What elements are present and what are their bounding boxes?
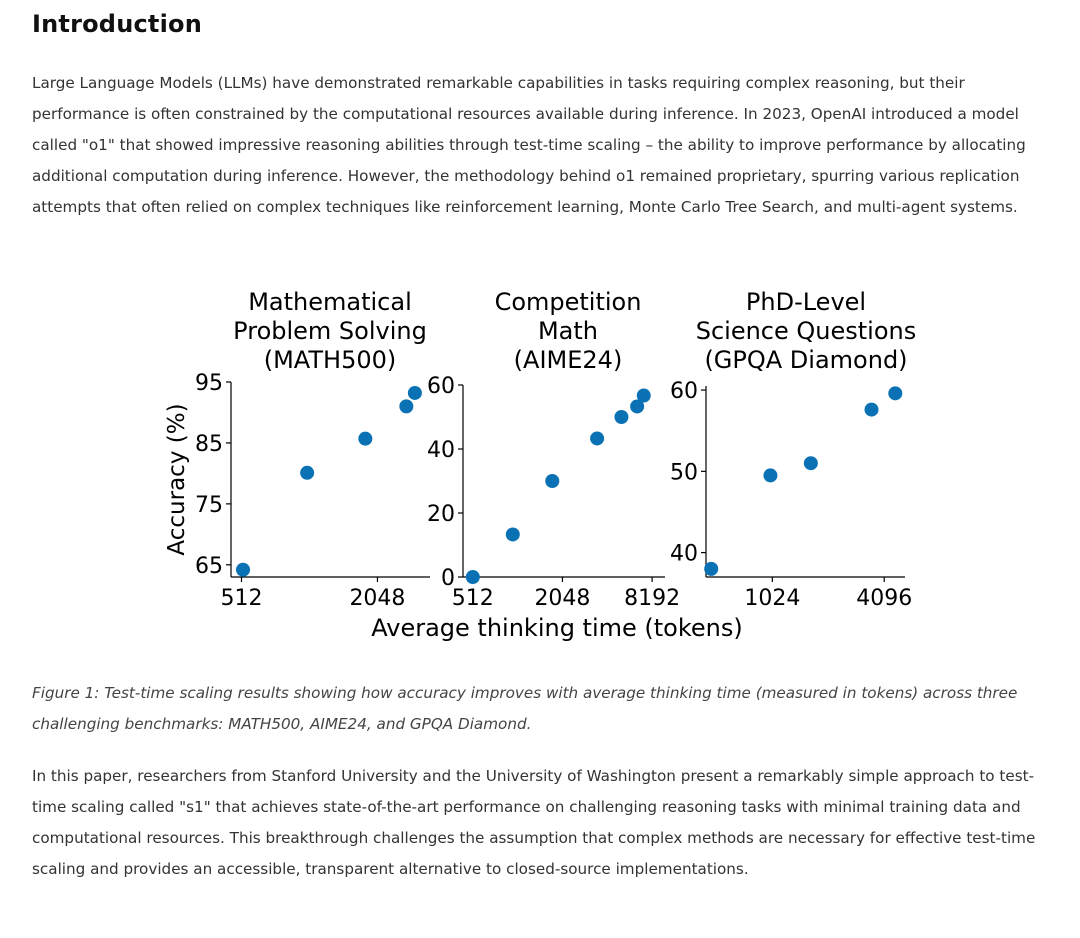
data-point <box>358 431 373 446</box>
y-tick-label: 40 <box>427 438 455 463</box>
x-axis-label: Average thinking time (tokens) <box>371 614 743 642</box>
x-tick-label: 512 <box>452 586 494 611</box>
y-tick-label: 60 <box>427 374 455 399</box>
y-tick-label: 60 <box>670 379 698 404</box>
body-paragraph: In this paper, researchers from Stanford… <box>32 767 1036 878</box>
data-point <box>399 399 414 414</box>
data-point <box>803 456 818 471</box>
figure-caption: Figure 1: Test-time scaling results show… <box>32 684 1018 733</box>
intro-paragraph: Large Language Models (LLMs) have demons… <box>32 74 1026 216</box>
data-point <box>630 399 645 414</box>
x-tick-label: 512 <box>221 586 263 611</box>
data-point <box>505 527 520 542</box>
subplot-title-line: (AIME24) <box>514 346 623 374</box>
y-tick-label: 95 <box>195 371 223 396</box>
subplot-title-line: (GPQA Diamond) <box>704 346 907 374</box>
y-tick-label: 50 <box>670 460 698 485</box>
data-point <box>236 562 251 577</box>
data-point <box>888 386 903 401</box>
subplot-title-line: Math <box>538 317 598 345</box>
y-tick-label: 0 <box>441 566 455 591</box>
subplot-title-line: Science Questions <box>696 317 917 345</box>
y-tick-label: 20 <box>427 502 455 527</box>
y-tick-label: 85 <box>195 432 223 457</box>
y-axis-label: Accuracy (%) <box>164 403 190 555</box>
data-point <box>545 474 560 488</box>
y-tick-label: 65 <box>195 554 223 579</box>
x-tick-label: 4096 <box>856 586 912 611</box>
x-tick-label: 2048 <box>349 586 405 611</box>
subplot-title-line: Competition <box>495 288 642 316</box>
data-point <box>590 431 605 446</box>
y-tick-label: 75 <box>195 493 223 518</box>
x-tick-label: 8192 <box>624 586 680 611</box>
subplot-title-line: (MATH500) <box>264 346 397 374</box>
subplot-title-line: Problem Solving <box>233 317 427 345</box>
x-tick-label: 1024 <box>744 586 800 611</box>
subplot-title-line: Mathematical <box>248 288 412 316</box>
section-heading: Introduction <box>32 10 202 38</box>
data-point <box>407 385 422 400</box>
data-point <box>614 410 629 424</box>
x-tick-label: 2048 <box>534 586 590 611</box>
figure-1: Mathematical Problem Solving (MATH500) 65 75… <box>0 270 1080 670</box>
data-point <box>763 468 778 483</box>
subplot-title-line: PhD-Level <box>746 288 866 316</box>
y-tick-label: 40 <box>670 542 698 567</box>
data-point <box>704 561 719 576</box>
data-point <box>300 465 315 480</box>
data-point <box>465 570 480 584</box>
data-point <box>636 388 651 403</box>
data-point <box>864 402 879 417</box>
